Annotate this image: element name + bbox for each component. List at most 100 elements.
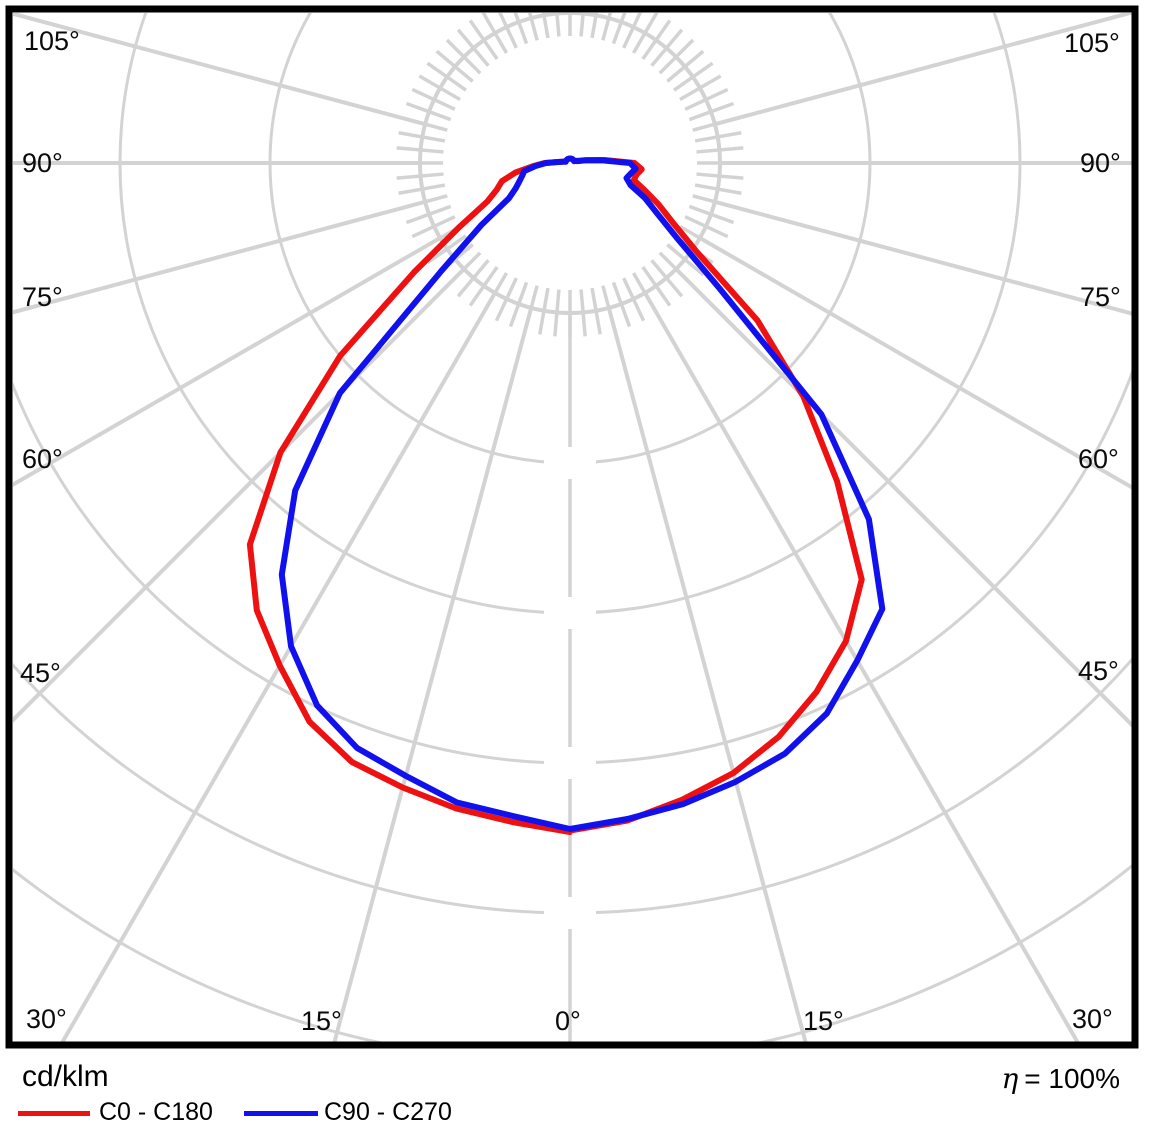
minor-angle-tick — [696, 146, 744, 154]
minor-angle-tick — [398, 183, 446, 195]
minor-angle-tick — [673, 61, 714, 92]
polar-ring — [13, 368, 1132, 765]
minor-angle-tick — [405, 101, 452, 122]
minor-angle-tick — [611, 13, 627, 45]
minor-angle-tick — [601, 13, 613, 41]
minor-angle-tick — [622, 13, 642, 49]
angle-tick-label: 90° — [22, 148, 63, 178]
angle-tick-label: 105° — [24, 26, 80, 56]
radial-gridline — [13, 236, 442, 487]
radial-gridline — [13, 267, 466, 723]
legend-label-c0-c180: C0 - C180 — [99, 1098, 213, 1126]
eta-symbol: η — [1001, 1062, 1019, 1095]
minor-angle-tick — [650, 259, 684, 298]
minor-angle-tick — [396, 146, 444, 154]
angle-tick-label: 45° — [20, 658, 61, 688]
legend-swatch-c90-c270 — [244, 1111, 318, 1116]
axis-label-gap — [544, 447, 596, 479]
axis-label-gap — [544, 897, 596, 929]
minor-angle-tick — [666, 49, 705, 83]
angle-tick-label: 45° — [1078, 656, 1119, 686]
minor-angle-tick — [622, 277, 646, 322]
minor-angle-tick — [541, 13, 550, 39]
minor-angle-tick — [445, 38, 482, 75]
minor-angle-tick — [694, 183, 742, 195]
radial-gridline — [643, 291, 1080, 1042]
minor-angle-tick — [396, 172, 444, 180]
eta-value: = 100% — [1024, 1063, 1120, 1094]
minor-angle-tick — [696, 172, 744, 180]
minor-angle-tick — [411, 87, 456, 111]
minor-angle-tick — [694, 131, 742, 143]
radial-gridline — [698, 236, 1132, 490]
minor-angle-tick — [684, 215, 729, 239]
minor-angle-tick — [426, 234, 467, 265]
minor-angle-tick — [579, 289, 587, 337]
minor-angle-tick — [688, 204, 735, 225]
units-label: cd/klm — [22, 1060, 109, 1093]
minor-angle-tick — [418, 74, 461, 102]
minor-angle-tick — [641, 266, 672, 307]
minor-angle-tick — [405, 204, 452, 225]
minor-angle-tick — [527, 13, 539, 41]
minor-angle-tick — [684, 87, 729, 111]
radial-gridline — [606, 307, 808, 1042]
minor-angle-tick — [679, 74, 722, 102]
angle-tick-label: 15° — [301, 1006, 342, 1036]
angle-tick-label: 15° — [803, 1006, 844, 1036]
minor-angle-tick — [494, 277, 518, 322]
radial-gridline — [60, 291, 497, 1042]
minor-angle-tick — [631, 13, 659, 54]
minor-angle-tick — [650, 28, 684, 67]
angle-tick-label: 75° — [22, 282, 63, 312]
minor-angle-tick — [590, 13, 599, 39]
minor-angle-tick — [498, 13, 518, 49]
minor-angle-tick — [398, 131, 446, 143]
minor-angle-tick — [666, 243, 705, 277]
minor-angle-tick — [468, 19, 499, 60]
minor-angle-tick — [590, 287, 602, 335]
legend-swatch-c0-c180 — [18, 1111, 90, 1116]
minor-angle-tick — [468, 266, 499, 307]
angle-tick-label: 30° — [26, 1004, 67, 1034]
radial-gridline — [13, 13, 426, 127]
radial-gridline — [714, 199, 1132, 316]
legend-label-c90-c270: C90 - C270 — [324, 1098, 452, 1126]
minor-angle-tick — [611, 281, 632, 328]
minor-angle-tick — [456, 259, 490, 298]
minor-angle-tick — [508, 281, 529, 328]
angle-tick-label: 0° — [555, 1006, 581, 1036]
minor-angle-tick — [411, 215, 456, 239]
minor-angle-tick — [435, 49, 474, 83]
angle-tick-label: 75° — [1080, 282, 1121, 312]
minor-angle-tick — [688, 101, 735, 122]
minor-angle-tick — [426, 61, 467, 92]
minor-angle-tick — [456, 28, 490, 67]
axis-label-gap — [544, 597, 596, 629]
angle-tick-label: 90° — [1080, 148, 1121, 178]
radial-gridline — [674, 267, 1132, 728]
angle-tick-label: 105° — [1064, 28, 1120, 58]
efficiency-label: η = 100% — [880, 1062, 1120, 1095]
legend: C0 - C180 C90 - C270 — [0, 1098, 1164, 1132]
minor-angle-tick — [641, 19, 672, 60]
radial-gridline — [714, 13, 1132, 127]
axis-label-gap — [544, 747, 596, 779]
radial-gridline — [332, 307, 534, 1042]
minor-angle-tick — [481, 13, 509, 54]
plot-border — [5, 5, 1139, 1049]
minor-angle-tick — [538, 287, 550, 335]
radial-gridline — [13, 199, 426, 315]
minor-angle-tick — [658, 38, 695, 75]
angle-tick-label: 60° — [22, 444, 63, 474]
angle-tick-label: 30° — [1072, 1004, 1113, 1034]
minor-angle-tick — [513, 13, 529, 45]
angle-tick-label: 60° — [1078, 444, 1119, 474]
minor-angle-tick — [553, 289, 561, 337]
minor-angle-tick — [579, 13, 585, 37]
minor-angle-tick — [555, 13, 561, 37]
curve-C90-C270 — [278, 155, 886, 832]
